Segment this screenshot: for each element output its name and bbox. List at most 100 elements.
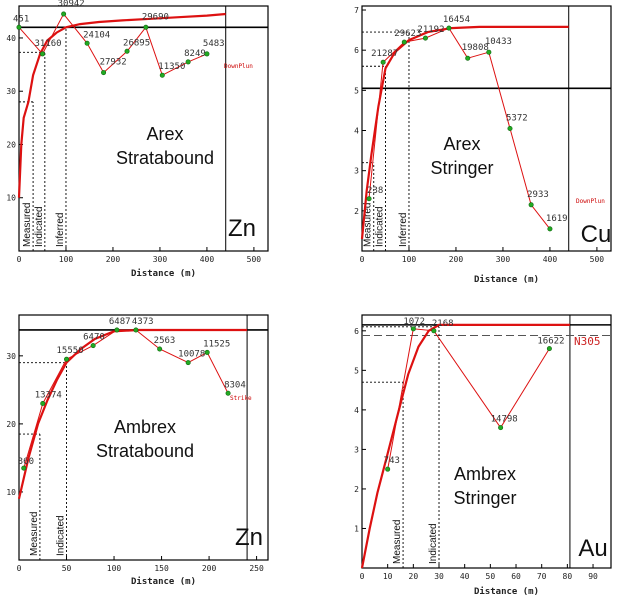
drill-point-6487 [114,327,120,333]
y-tick-label: 6 [354,46,359,55]
drill-point-743 [385,466,391,472]
x-tick-label: 50 [62,564,72,573]
y-tick-label: 2 [354,207,359,216]
chart-panel-4: 0 10 20 30 40 50 60 70 80 90 1 2 3 4 5 6 Distance (m) Mea… [354,314,612,597]
drill-label-10078: 10078 [178,350,205,360]
y-tick-label: 2 [354,485,359,494]
drill-label-1072: 1072 [403,317,425,327]
y-tick-label: 30 [6,87,16,96]
y-tick-label: 5 [354,86,359,95]
direction-label: N305 [574,335,601,348]
drill-label-13374: 13374 [35,390,62,400]
fit-curve [17,328,248,500]
y-tick-label: 6 [354,327,359,336]
drill-label-21287: 21287 [371,49,398,59]
x-tick-label: 100 [59,255,74,264]
x-tick-label: 0 [17,255,22,264]
drill-point-2933 [528,202,534,208]
drill-point-5372 [507,126,513,132]
y-tick-label: 40 [6,34,16,43]
drill-point-26895 [124,48,130,54]
drill-point-21287 [380,59,386,65]
drill-label-743: 743 [384,456,400,466]
panel-title-line-1: Arex [443,134,480,154]
x-tick-label: 60 [511,572,521,581]
drill-point-238 [366,196,372,202]
drill-label-30942: 30942 [58,0,85,9]
x-tick-label: 30 [434,572,444,581]
drill-label-360: 360 [18,457,34,467]
drill-line [368,27,551,230]
panel-title-line-1: Arex [146,124,183,144]
x-tick-label: 70 [537,572,547,581]
y-tick-label: 4 [354,127,359,136]
y-tick-label: 4 [354,406,359,415]
x-tick-label: 500 [247,255,262,264]
drill-label-31160: 31160 [34,39,61,49]
panel-title-line-2: Stringer [430,158,493,178]
drill-point-1619 [547,226,553,232]
x-tick-label: 200 [202,564,217,573]
drill-point-451 [16,24,22,30]
drill-label-4373: 4373 [132,317,154,327]
element-label: Zn [235,524,263,551]
panel-title-line-1: Ambrex [454,464,516,484]
category-label-inferred: Inferred [398,213,409,247]
direction-label: DownPlun [224,63,253,70]
drill-point-16454 [446,25,452,31]
x-tick-label: 100 [107,564,122,573]
drill-label-451: 451 [13,14,29,24]
drill-label-24104: 24104 [83,30,110,40]
drill-point-19808 [465,55,471,61]
drill-label-6487: 6487 [109,317,131,327]
drill-label-21192: 21192 [417,25,444,35]
element-label: Au [578,535,607,562]
y-tick-label: 20 [6,140,16,149]
fit-curve [17,12,226,198]
category-label-indicated: Indicated [374,206,385,247]
x-tick-label: 50 [486,572,496,581]
plot-frame [18,5,269,252]
panel-title-line-2: Stratabound [96,441,194,461]
drill-label-16454: 16454 [443,15,470,25]
plot-frame [18,314,269,561]
drill-label-8249: 8249 [184,49,206,59]
drill-point-15550 [64,356,70,362]
drill-label-238: 238 [367,186,383,196]
category-label-inferred: Inferred [55,213,66,247]
drill-point-1072 [410,326,416,332]
direction-label: DownPlun [576,198,605,205]
drill-point-360 [21,465,27,471]
x-axis-label: Distance (m) [131,576,196,587]
x-axis-label: Distance (m) [474,586,539,597]
drill-line [23,329,229,469]
x-tick-label: 20 [409,572,419,581]
x-tick-label: 300 [153,255,168,264]
x-tick-label: 100 [402,255,417,264]
y-tick-label: 10 [6,488,16,497]
drill-point-16622 [546,346,552,352]
y-tick-label: 5 [354,366,359,375]
drill-point-29623 [401,39,407,45]
x-tick-label: 500 [590,255,605,264]
drill-point-11525 [204,349,210,355]
y-tick-label: 7 [354,6,359,15]
category-label-measured: Measured [392,520,403,564]
category-label-indicated: Indicated [34,206,45,247]
drill-point-8249 [185,59,191,65]
y-tick-label: 10 [6,194,16,203]
y-tick-label: 1 [354,524,359,533]
drill-label-10433: 10433 [485,37,512,47]
x-tick-label: 200 [106,255,121,264]
x-tick-label: 400 [200,255,215,264]
panel-title-line-2: Stratabound [116,148,214,168]
drill-label-14798: 14798 [491,415,518,425]
y-tick-label: 3 [354,167,359,176]
drill-point-31160 [39,51,45,57]
drill-point-10078 [185,360,191,366]
x-tick-label: 400 [543,255,558,264]
drill-label-6470: 6470 [83,333,105,343]
drill-label-2563: 2563 [154,336,176,346]
drill-point-14798 [498,425,504,431]
drill-point-24104 [84,40,90,46]
